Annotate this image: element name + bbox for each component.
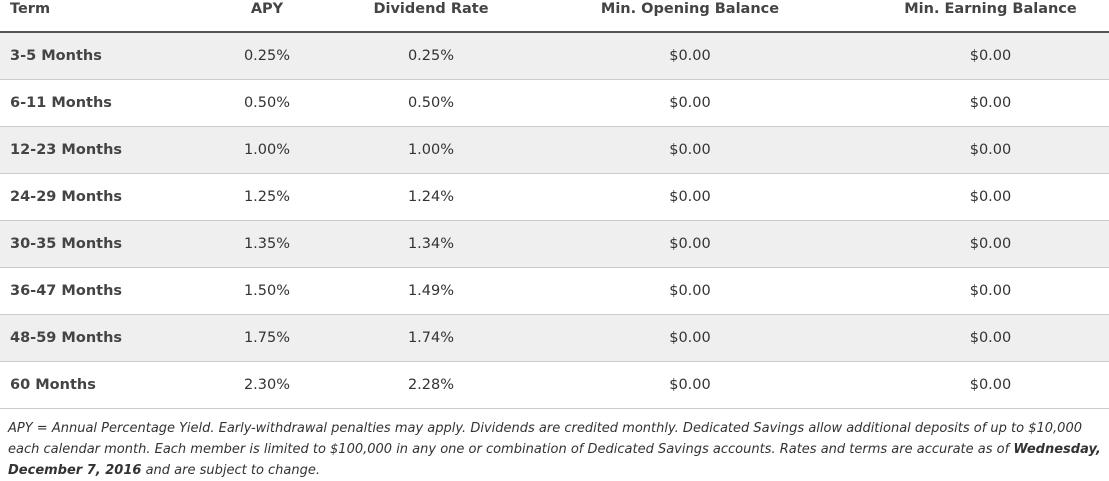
- rates-table: Term APY Dividend Rate Min. Opening Balance…: [0, 0, 1109, 409]
- term-cell: 6-11 Months: [0, 79, 180, 127]
- column-header: Dividend Rate: [354, 0, 508, 33]
- table-cell: $0.00: [508, 126, 872, 174]
- column-header: Min. Opening Balance: [508, 0, 872, 33]
- table-cell: 2.28%: [354, 361, 508, 409]
- table-row: 36-47 Months 1.50% 1.49% $0.00 $0.00: [0, 267, 1109, 315]
- header-row: Term APY Dividend Rate Min. Opening Balance…: [0, 0, 1109, 33]
- table-row: 30-35 Months 1.35% 1.34% $0.00 $0.00: [0, 220, 1109, 268]
- table-row: 3-5 Months 0.25% 0.25% $0.00 $0.00: [0, 32, 1109, 80]
- table-cell: $0.00: [872, 173, 1109, 221]
- table-cell: 2.30%: [180, 361, 354, 409]
- table-cell: $0.00: [872, 220, 1109, 268]
- table-cell: 1.25%: [180, 173, 354, 221]
- footnote: APY = Annual Percentage Yield. Early-wit…: [0, 409, 1108, 481]
- table-cell: 1.50%: [180, 267, 354, 315]
- table-cell: $0.00: [508, 220, 872, 268]
- table-cell: 1.75%: [180, 314, 354, 362]
- table-cell: $0.00: [508, 267, 872, 315]
- table-cell: 1.00%: [354, 126, 508, 174]
- table-cell: $0.00: [872, 126, 1109, 174]
- table-row: 24-29 Months 1.25% 1.24% $0.00 $0.00: [0, 173, 1109, 221]
- term-cell: 60 Months: [0, 361, 180, 409]
- table-cell: 1.24%: [354, 173, 508, 221]
- table-cell: $0.00: [872, 267, 1109, 315]
- table-cell: 0.50%: [354, 79, 508, 127]
- table-cell: 1.74%: [354, 314, 508, 362]
- table-row: 12-23 Months 1.00% 1.00% $0.00 $0.00: [0, 126, 1109, 174]
- table-cell: $0.00: [872, 79, 1109, 127]
- table-cell: 0.25%: [180, 32, 354, 80]
- term-cell: 48-59 Months: [0, 314, 180, 362]
- table-cell: 1.34%: [354, 220, 508, 268]
- table-row: 48-59 Months 1.75% 1.74% $0.00 $0.00: [0, 314, 1109, 362]
- table-row: 60 Months 2.30% 2.28% $0.00 $0.00: [0, 361, 1109, 409]
- table-cell: 1.49%: [354, 267, 508, 315]
- term-cell: 36-47 Months: [0, 267, 180, 315]
- column-header: Term: [0, 0, 180, 33]
- table-cell: $0.00: [872, 32, 1109, 80]
- term-cell: 30-35 Months: [0, 220, 180, 268]
- footnote-text: and are subject to change.: [141, 463, 321, 478]
- table-body: 3-5 Months 0.25% 0.25% $0.00 $0.00 6-11 Month…: [0, 32, 1109, 409]
- table-cell: 0.50%: [180, 79, 354, 127]
- table-cell: $0.00: [508, 361, 872, 409]
- table-cell: $0.00: [508, 314, 872, 362]
- column-header: Min. Earning Balance: [872, 0, 1109, 33]
- table-cell: 1.35%: [180, 220, 354, 268]
- column-header: APY: [180, 0, 354, 33]
- table-cell: 1.00%: [180, 126, 354, 174]
- table-cell: $0.00: [872, 361, 1109, 409]
- table-cell: $0.00: [872, 314, 1109, 362]
- term-cell: 12-23 Months: [0, 126, 180, 174]
- footnote-text: APY = Annual Percentage Yield. Early-wit…: [8, 421, 1082, 457]
- term-cell: 3-5 Months: [0, 32, 180, 80]
- table-row: 6-11 Months 0.50% 0.50% $0.00 $0.00: [0, 79, 1109, 127]
- table-cell: $0.00: [508, 79, 872, 127]
- table-cell: $0.00: [508, 32, 872, 80]
- term-cell: 24-29 Months: [0, 173, 180, 221]
- table-cell: 0.25%: [354, 32, 508, 80]
- table-cell: $0.00: [508, 173, 872, 221]
